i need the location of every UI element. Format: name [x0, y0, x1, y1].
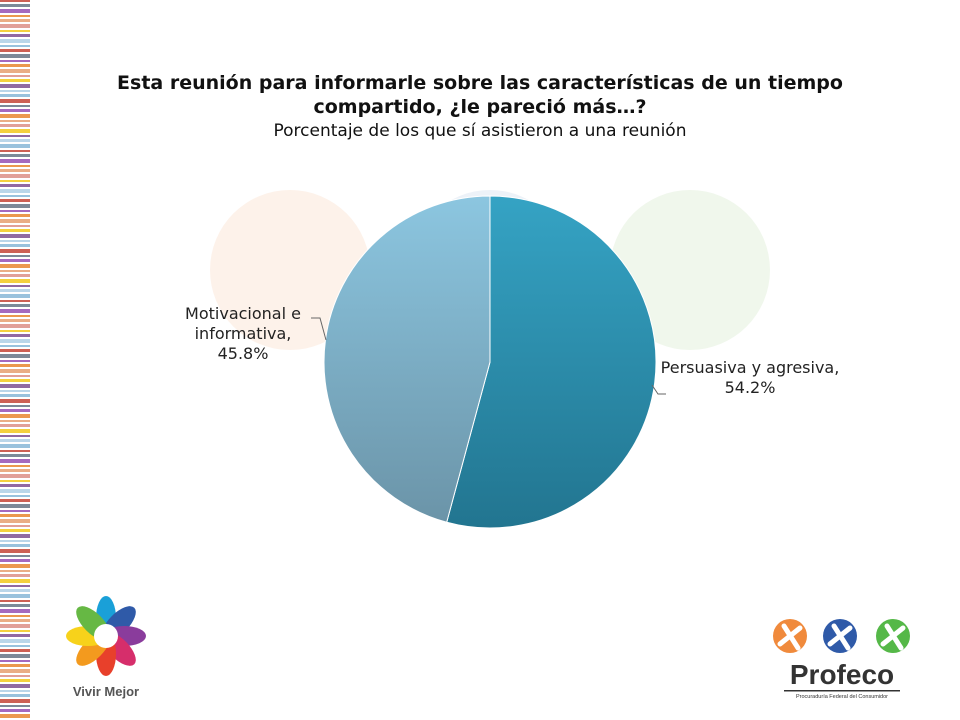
flower-logo-icon	[66, 596, 146, 676]
vivir-mejor-logo: Vivir Mejor	[66, 596, 146, 699]
chart-subtitle: Porcentaje de los que sí asistieron a un…	[273, 121, 687, 141]
slice-label-motivacional: Motivacional e informativa, 45.8%	[185, 304, 301, 363]
decorative-stripes	[0, 0, 30, 718]
profeco-subtext: Procuraduría Federal del Consumidor	[796, 694, 888, 700]
vivir-mejor-text: Vivir Mejor	[73, 684, 139, 699]
leader-line-motivacional	[311, 317, 327, 341]
slice-label-persuasiva: Persuasiva y agresiva, 54.2%	[660, 358, 840, 397]
slice-persuasiva	[446, 195, 657, 529]
profeco-figures-icon	[773, 619, 910, 653]
chart-title: Esta reunión para informarle sobre las c…	[117, 72, 843, 118]
profeco-text: Profeco	[790, 659, 894, 690]
leader-line-persuasiva	[651, 384, 666, 395]
slice-motivacional	[323, 195, 491, 523]
chart-header: Esta reunión para informarle sobre las c…	[0, 71, 960, 142]
profeco-logo: Profeco Procuraduría Federal del Consumi…	[773, 619, 910, 700]
